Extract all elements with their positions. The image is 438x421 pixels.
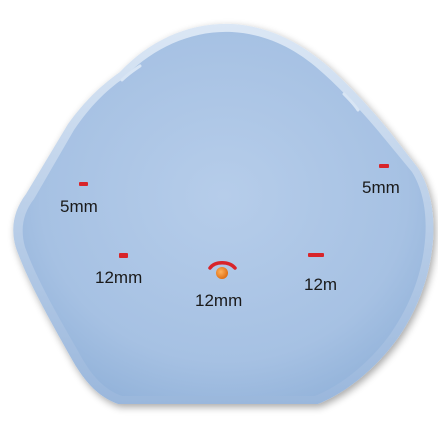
camera-port-icon <box>216 267 228 279</box>
left-shoulder-crease <box>120 64 142 82</box>
port-left-lower: 12mm <box>95 253 142 287</box>
port-right-upper: 5mm <box>362 164 400 197</box>
camera-port-arc <box>208 261 237 270</box>
port-marker-dash <box>379 164 389 168</box>
port-marker-dash <box>119 253 128 258</box>
right-shoulder-crease <box>342 92 360 112</box>
port-marker-dash <box>308 253 324 257</box>
port-label: 12mm <box>195 291 242 310</box>
port-label: 12m <box>304 275 337 294</box>
port-right-lower: 12m <box>304 253 337 294</box>
port-label: 5mm <box>362 178 400 197</box>
port-marker-dash <box>79 182 88 186</box>
abdomen-surface <box>22 31 426 396</box>
port-left-upper: 5mm <box>60 182 98 216</box>
port-center: 12mm <box>195 261 242 310</box>
port-label: 5mm <box>60 197 98 216</box>
port-label: 12mm <box>95 268 142 287</box>
